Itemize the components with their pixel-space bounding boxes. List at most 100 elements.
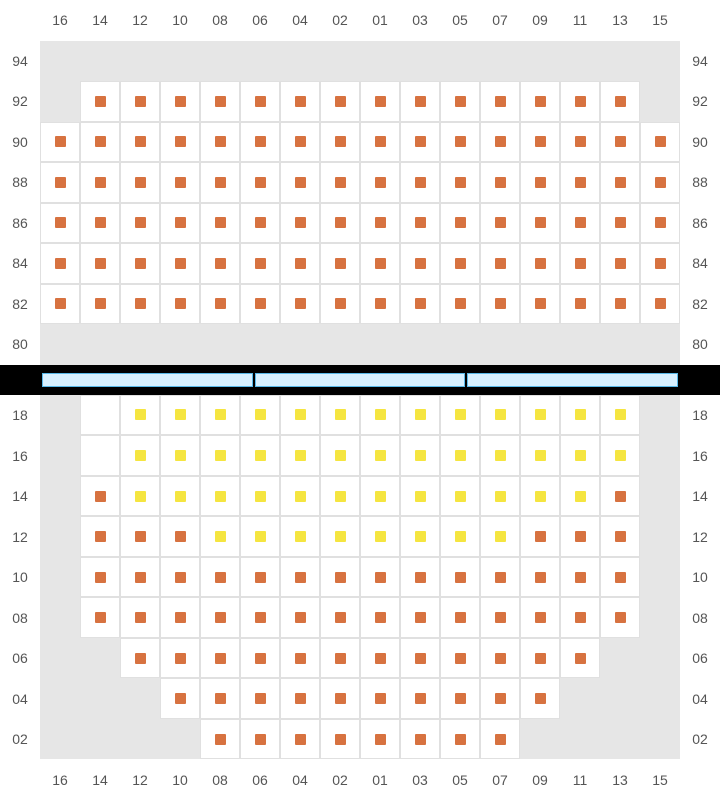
seat-cell[interactable] [560, 243, 600, 284]
seat-cell[interactable] [160, 284, 200, 325]
seat-orange[interactable] [415, 177, 426, 188]
seat-cell[interactable] [560, 435, 600, 476]
seat-cell[interactable] [320, 81, 360, 122]
seat-cell[interactable] [200, 243, 240, 284]
seat-cell[interactable] [600, 516, 640, 557]
seat-yellow[interactable] [375, 409, 386, 420]
seat-cell[interactable] [320, 162, 360, 203]
seat-cell[interactable] [480, 203, 520, 244]
seat-cell[interactable] [520, 243, 560, 284]
seat-orange[interactable] [575, 258, 586, 269]
seat-orange[interactable] [335, 734, 346, 745]
seat-orange[interactable] [95, 491, 106, 502]
seat-cell[interactable] [40, 203, 80, 244]
seat-orange[interactable] [135, 531, 146, 542]
seat-cell[interactable] [160, 476, 200, 517]
seat-cell[interactable] [240, 395, 280, 436]
seat-orange[interactable] [455, 693, 466, 704]
seat-orange[interactable] [655, 298, 666, 309]
seat-cell[interactable] [160, 243, 200, 284]
seat-cell[interactable] [520, 516, 560, 557]
seat-cell[interactable] [120, 81, 160, 122]
seat-cell[interactable] [480, 243, 520, 284]
seat-orange[interactable] [455, 136, 466, 147]
seat-yellow[interactable] [415, 450, 426, 461]
seat-orange[interactable] [535, 136, 546, 147]
seat-cell[interactable] [240, 81, 280, 122]
seat-cell[interactable] [600, 284, 640, 325]
seat-orange[interactable] [455, 734, 466, 745]
seat-orange[interactable] [255, 136, 266, 147]
seat-orange[interactable] [375, 258, 386, 269]
seat-orange[interactable] [655, 217, 666, 228]
seat-orange[interactable] [455, 612, 466, 623]
seat-cell[interactable] [160, 597, 200, 638]
seat-orange[interactable] [135, 298, 146, 309]
seat-cell[interactable] [440, 597, 480, 638]
seat-orange[interactable] [375, 298, 386, 309]
seat-orange[interactable] [375, 734, 386, 745]
seat-cell[interactable] [200, 122, 240, 163]
seat-yellow[interactable] [175, 450, 186, 461]
seat-cell[interactable] [480, 122, 520, 163]
seat-orange[interactable] [655, 177, 666, 188]
seat-cell[interactable] [520, 284, 560, 325]
seat-orange[interactable] [335, 612, 346, 623]
seat-cell[interactable] [560, 284, 600, 325]
seat-orange[interactable] [575, 217, 586, 228]
seat-cell[interactable] [320, 719, 360, 760]
seat-yellow[interactable] [375, 491, 386, 502]
seat-cell[interactable] [240, 678, 280, 719]
seat-cell[interactable] [360, 476, 400, 517]
seat-cell[interactable] [600, 557, 640, 598]
seat-yellow[interactable] [255, 531, 266, 542]
seat-cell[interactable] [400, 243, 440, 284]
seat-cell[interactable] [560, 395, 600, 436]
seat-orange[interactable] [135, 136, 146, 147]
seat-orange[interactable] [175, 572, 186, 583]
seat-orange[interactable] [295, 96, 306, 107]
seat-orange[interactable] [495, 258, 506, 269]
seat-cell[interactable] [480, 557, 520, 598]
seat-orange[interactable] [415, 572, 426, 583]
seat-orange[interactable] [255, 572, 266, 583]
seat-cell[interactable] [280, 162, 320, 203]
seat-orange[interactable] [655, 258, 666, 269]
seat-orange[interactable] [415, 258, 426, 269]
seat-cell[interactable] [360, 516, 400, 557]
seat-yellow[interactable] [255, 409, 266, 420]
seat-orange[interactable] [135, 217, 146, 228]
seat-cell[interactable] [440, 476, 480, 517]
seat-cell[interactable] [520, 476, 560, 517]
seat-cell[interactable] [200, 203, 240, 244]
seat-yellow[interactable] [135, 450, 146, 461]
seat-cell[interactable] [280, 284, 320, 325]
seat-orange[interactable] [375, 653, 386, 664]
seat-yellow[interactable] [295, 409, 306, 420]
seat-orange[interactable] [495, 734, 506, 745]
seat-orange[interactable] [455, 298, 466, 309]
seat-yellow[interactable] [135, 491, 146, 502]
seat-orange[interactable] [375, 612, 386, 623]
seat-cell[interactable] [560, 162, 600, 203]
seat-orange[interactable] [135, 177, 146, 188]
seat-cell[interactable] [80, 203, 120, 244]
seat-cell[interactable] [160, 162, 200, 203]
seat-cell[interactable] [80, 476, 120, 517]
seat-cell[interactable] [640, 243, 680, 284]
seat-orange[interactable] [575, 653, 586, 664]
seat-yellow[interactable] [535, 409, 546, 420]
seat-cell[interactable] [200, 678, 240, 719]
seat-orange[interactable] [215, 258, 226, 269]
seat-orange[interactable] [335, 136, 346, 147]
seat-orange[interactable] [215, 177, 226, 188]
seat-orange[interactable] [55, 136, 66, 147]
seat-cell[interactable] [400, 122, 440, 163]
seat-orange[interactable] [615, 491, 626, 502]
seat-orange[interactable] [255, 612, 266, 623]
seat-yellow[interactable] [175, 409, 186, 420]
seat-cell[interactable] [400, 516, 440, 557]
seat-cell[interactable] [320, 597, 360, 638]
seat-cell[interactable] [80, 395, 120, 436]
seat-cell[interactable] [360, 81, 400, 122]
